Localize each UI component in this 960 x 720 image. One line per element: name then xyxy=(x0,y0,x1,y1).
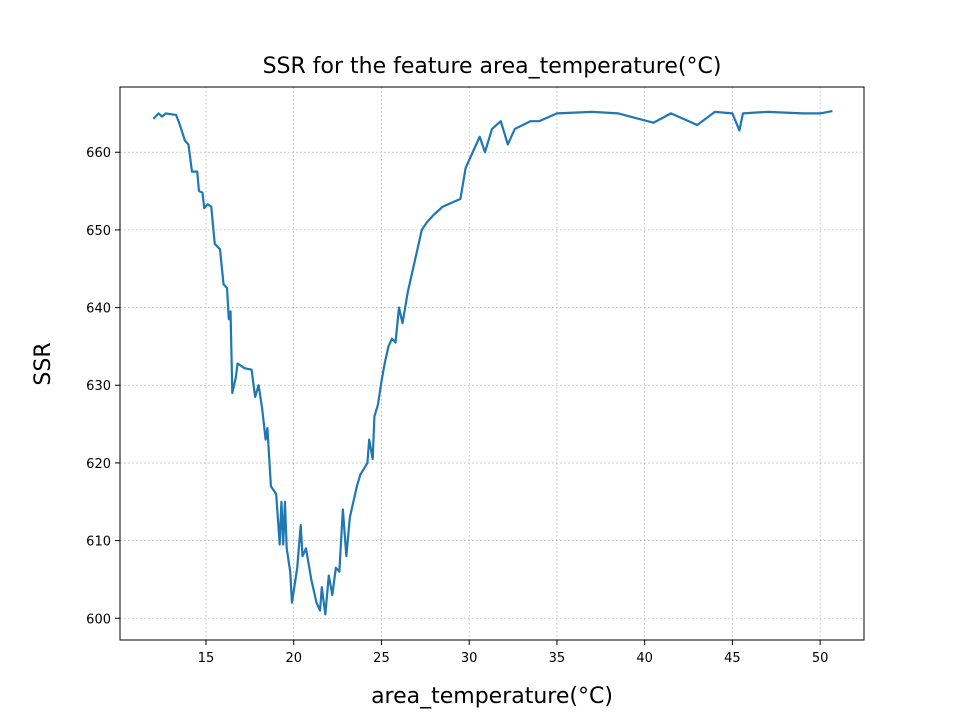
x-tick-label: 25 xyxy=(373,651,390,666)
chart-title: SSR for the feature area_temperature(°C) xyxy=(263,54,722,79)
y-tick-label: 640 xyxy=(86,302,111,317)
x-tick-label: 30 xyxy=(461,651,478,666)
y-axis-label: SSR xyxy=(31,342,56,385)
y-tick-label: 630 xyxy=(86,379,111,394)
y-tick-label: 620 xyxy=(86,457,111,472)
x-tick-label: 50 xyxy=(812,651,829,666)
x-tick-label: 40 xyxy=(636,651,653,666)
y-tick-label: 660 xyxy=(86,146,111,161)
x-tick-label: 20 xyxy=(285,651,302,666)
x-tick-label: 35 xyxy=(549,651,566,666)
x-axis-label: area_temperature(°C) xyxy=(371,684,613,709)
y-tick-label: 610 xyxy=(86,535,111,550)
data-line xyxy=(152,109,833,616)
x-tick-label: 45 xyxy=(724,651,741,666)
x-tick-label: 15 xyxy=(198,651,215,666)
y-tick-label: 650 xyxy=(86,224,111,239)
y-tick-label: 600 xyxy=(86,612,111,627)
plot-frame xyxy=(119,86,865,641)
